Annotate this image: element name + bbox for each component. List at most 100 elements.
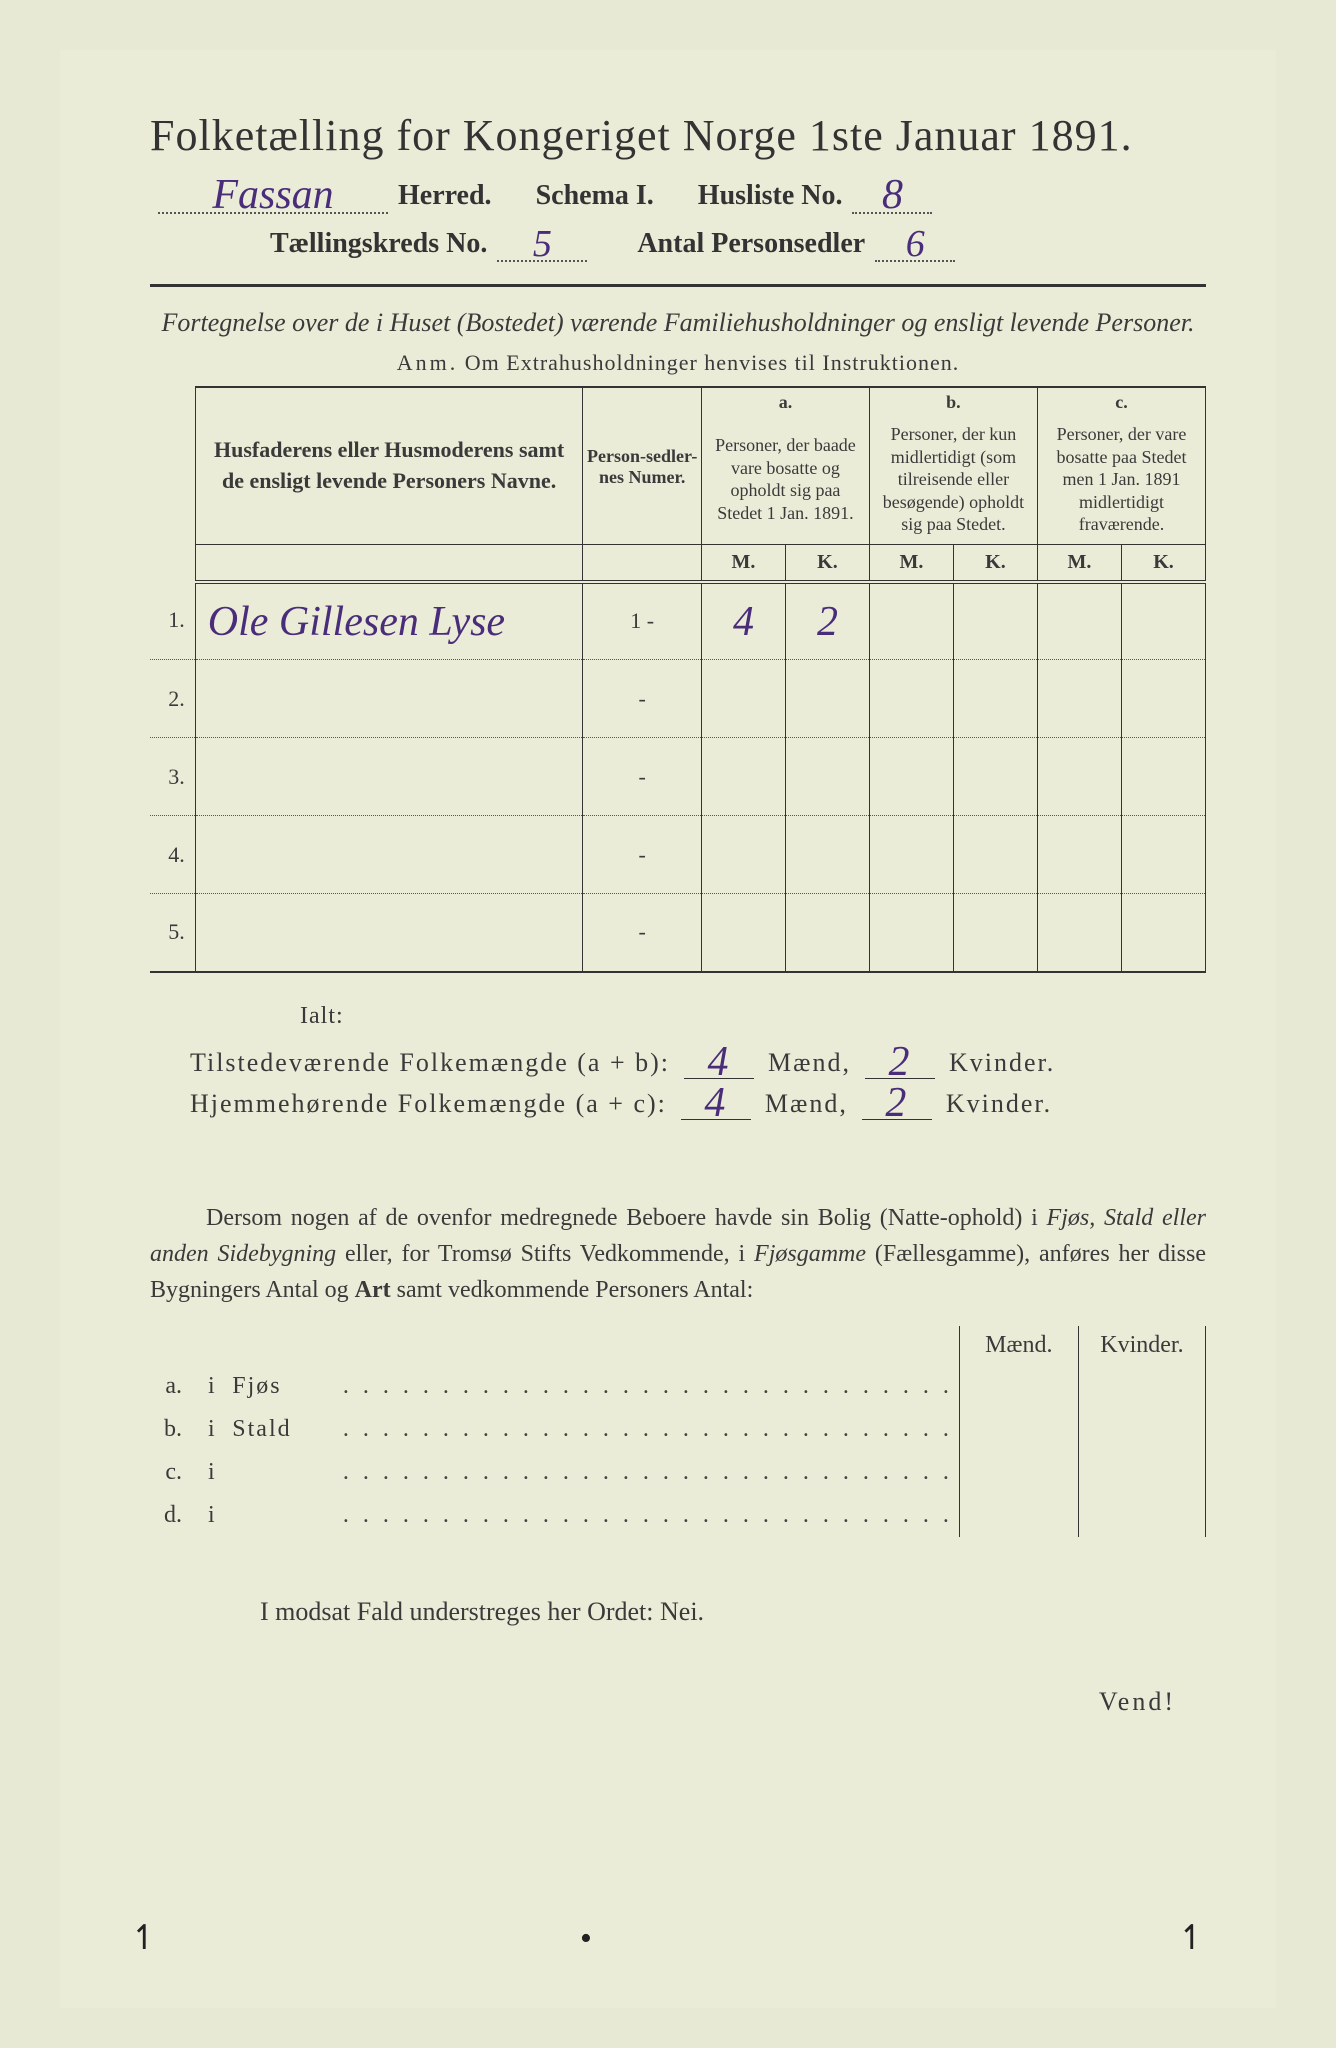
side-dots: . . . . . . . . . . . . . . . . . . . . … bbox=[337, 1365, 960, 1408]
row-personnum: 1 - bbox=[583, 582, 701, 660]
row-name bbox=[195, 816, 583, 894]
cell-bM bbox=[869, 582, 953, 660]
herred-label: Herred. bbox=[398, 180, 492, 212]
cell-bK bbox=[953, 582, 1037, 660]
maend-label: Mænd, bbox=[768, 1048, 851, 1078]
side-i: i bbox=[202, 1494, 226, 1537]
row-name bbox=[195, 738, 583, 816]
kvinder-label: Kvinder. bbox=[949, 1048, 1055, 1078]
side-dots: . . . . . . . . . . . . . . . . . . . . … bbox=[337, 1494, 960, 1537]
row-name bbox=[195, 894, 583, 972]
side-row: a. i Fjøs . . . . . . . . . . . . . . . … bbox=[150, 1365, 1206, 1408]
table-row: 3. - bbox=[150, 738, 1206, 816]
row-num: 5. bbox=[150, 894, 195, 972]
cell-aM: 4 bbox=[733, 599, 754, 645]
anm-text: Om Extrahusholdninger henvises til Instr… bbox=[465, 350, 959, 375]
side-kvinder-header: Kvinder. bbox=[1078, 1326, 1205, 1365]
sum-ac-label: Hjemmehørende Folkemængde (a + c): bbox=[190, 1089, 667, 1119]
sum-ab-k: 2 bbox=[888, 1039, 911, 1085]
side-building-table: Mænd. Kvinder. a. i Fjøs . . . . . . . .… bbox=[150, 1326, 1206, 1537]
row-personnum: - bbox=[583, 894, 701, 972]
nei-line: I modsat Fald understreges her Ordet: Ne… bbox=[150, 1597, 1206, 1627]
sum-ab-m: 4 bbox=[708, 1039, 731, 1085]
sum-line-ab: Tilstedeværende Folkemængde (a + b): 4 M… bbox=[190, 1046, 1206, 1079]
side-kind bbox=[226, 1451, 337, 1494]
anm-label: Anm. bbox=[397, 350, 459, 375]
census-table: Husfaderens eller Husmoderens samt de en… bbox=[150, 386, 1206, 973]
group-a-text: Personer, der baade vare bosatte og opho… bbox=[701, 415, 869, 544]
row-num: 4. bbox=[150, 816, 195, 894]
side-row: c. i . . . . . . . . . . . . . . . . . .… bbox=[150, 1451, 1206, 1494]
paragraph: Dersom nogen af de ovenfor medregnede Be… bbox=[150, 1200, 1206, 1308]
mk-header: M. bbox=[1037, 544, 1121, 582]
para-em-2: Fjøsgamme bbox=[754, 1241, 866, 1267]
mk-header: K. bbox=[1121, 544, 1205, 582]
antal-field: 6 bbox=[875, 228, 955, 262]
husliste-value: 8 bbox=[882, 172, 903, 218]
row-personnum: - bbox=[583, 816, 701, 894]
mk-header: K. bbox=[785, 544, 869, 582]
side-kind: Stald bbox=[226, 1408, 337, 1451]
table-row: 1. Ole Gillesen Lyse 1 - 4 2 bbox=[150, 582, 1206, 660]
divider bbox=[150, 284, 1206, 287]
sum-ac-m: 4 bbox=[704, 1080, 727, 1126]
mk-header: M. bbox=[869, 544, 953, 582]
kreds-label: Tællingskreds No. bbox=[270, 228, 487, 260]
sum-ac-k: 2 bbox=[885, 1080, 908, 1126]
kreds-value: 5 bbox=[533, 223, 552, 265]
herred-value: Fassan bbox=[212, 172, 333, 218]
row-num: 3. bbox=[150, 738, 195, 816]
side-lab: b. bbox=[150, 1408, 202, 1451]
anm-line: Anm. Om Extrahusholdninger henvises til … bbox=[150, 350, 1206, 376]
tick-mark-icon: • bbox=[580, 1920, 592, 1958]
side-kind bbox=[226, 1494, 337, 1537]
group-c-text: Personer, der vare bosatte paa Stedet me… bbox=[1037, 415, 1205, 544]
side-row: b. i Stald . . . . . . . . . . . . . . .… bbox=[150, 1408, 1206, 1451]
kvinder-label: Kvinder. bbox=[946, 1089, 1052, 1119]
table-row: 4. - bbox=[150, 816, 1206, 894]
table-row: 2. - bbox=[150, 660, 1206, 738]
group-b-label: b. bbox=[869, 387, 1037, 415]
side-row: d. i . . . . . . . . . . . . . . . . . .… bbox=[150, 1494, 1206, 1537]
header-line-3: Tællingskreds No. 5 Antal Personsedler 6 bbox=[150, 228, 1206, 262]
ialt-label: Ialt: bbox=[300, 1003, 1206, 1030]
header-line-2: Fassan Herred. Schema I. Husliste No. 8 bbox=[150, 179, 1206, 214]
para-text-4: samt vedkommende Personers Antal: bbox=[391, 1277, 754, 1303]
side-lab: d. bbox=[150, 1494, 202, 1537]
maend-label: Mænd, bbox=[765, 1089, 848, 1119]
para-bold: Art bbox=[355, 1277, 391, 1303]
side-i: i bbox=[202, 1365, 226, 1408]
subtitle: Fortegnelse over de i Huset (Bostedet) v… bbox=[150, 305, 1206, 340]
mk-header: K. bbox=[953, 544, 1037, 582]
group-b-text: Personer, der kun midlertidigt (som tilr… bbox=[869, 415, 1037, 544]
sum-line-ac: Hjemmehørende Folkemængde (a + c): 4 Mæn… bbox=[190, 1087, 1206, 1120]
para-text-1: Dersom nogen af de ovenfor medregnede Be… bbox=[206, 1205, 1047, 1231]
antal-value: 6 bbox=[906, 223, 925, 265]
row-personnum: - bbox=[583, 738, 701, 816]
side-dots: . . . . . . . . . . . . . . . . . . . . … bbox=[337, 1408, 960, 1451]
kreds-field: 5 bbox=[497, 228, 587, 262]
row-num: 1. bbox=[150, 582, 195, 660]
page-title: Folketælling for Kongeriget Norge 1ste J… bbox=[150, 110, 1206, 161]
mk-header: M. bbox=[701, 544, 785, 582]
side-lab: a. bbox=[150, 1365, 202, 1408]
group-c-label: c. bbox=[1037, 387, 1205, 415]
tick-mark-icon: ↿ bbox=[130, 1918, 159, 1958]
row-name bbox=[195, 660, 583, 738]
row-num: 2. bbox=[150, 660, 195, 738]
husliste-label: Husliste No. bbox=[698, 180, 843, 212]
para-text-2: eller, for Tromsø Stifts Vedkommende, i bbox=[336, 1241, 754, 1267]
tick-mark-icon: ↿ bbox=[1178, 1918, 1207, 1958]
side-maend-header: Mænd. bbox=[959, 1326, 1078, 1365]
cell-aK: 2 bbox=[817, 599, 838, 645]
sum-ab-label: Tilstedeværende Folkemængde (a + b): bbox=[190, 1048, 670, 1078]
vend-label: Vend! bbox=[150, 1687, 1206, 1717]
side-lab: c. bbox=[150, 1451, 202, 1494]
side-kind: Fjøs bbox=[226, 1365, 337, 1408]
col-num-header: Person-sedler-nes Numer. bbox=[583, 387, 701, 544]
schema-label: Schema I. bbox=[536, 180, 654, 212]
husliste-field: 8 bbox=[852, 179, 932, 214]
census-form-page: Folketælling for Kongeriget Norge 1ste J… bbox=[60, 50, 1276, 2008]
group-a-label: a. bbox=[701, 387, 869, 415]
table-row: 5. - bbox=[150, 894, 1206, 972]
